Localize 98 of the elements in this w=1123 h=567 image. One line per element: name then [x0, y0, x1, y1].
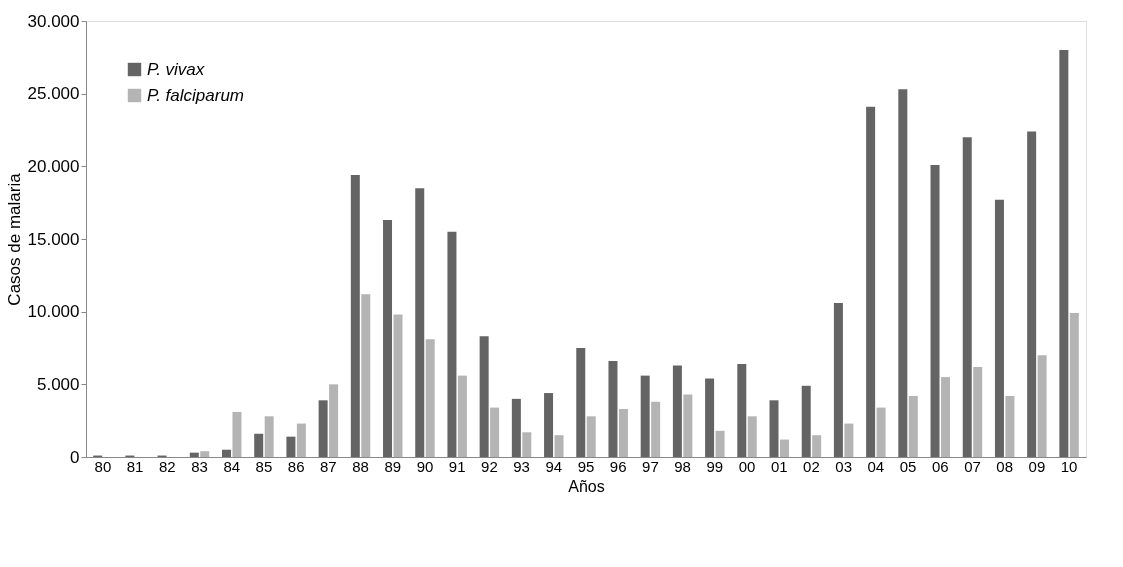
bar	[779, 439, 789, 457]
y-tick-label: 15.000	[27, 229, 80, 249]
x-tick-label: 96	[609, 457, 627, 475]
bar	[715, 430, 725, 457]
bar	[383, 220, 393, 457]
bar	[479, 336, 489, 457]
legend-label: P. falciparum	[147, 85, 245, 105]
bar	[522, 432, 532, 457]
bar	[962, 137, 972, 457]
y-tick-label: 25.000	[27, 84, 80, 104]
bar	[576, 348, 586, 457]
x-tick-label: 10	[1060, 457, 1078, 475]
bar	[232, 411, 242, 457]
bar	[930, 164, 940, 457]
bar	[425, 339, 435, 457]
bar	[1059, 50, 1069, 457]
bar	[264, 416, 274, 457]
bar	[866, 106, 876, 457]
x-tick-label: 88	[352, 457, 369, 475]
bar	[1037, 355, 1047, 457]
x-tick-label: 00	[738, 457, 756, 475]
x-tick-label: 84	[223, 457, 241, 475]
x-tick-label: 09	[1028, 457, 1046, 475]
x-tick-label: 08	[996, 457, 1014, 475]
x-tick-label: 02	[803, 457, 820, 475]
bar	[640, 375, 650, 457]
bar	[457, 375, 467, 457]
y-tick-label: 20.000	[27, 156, 80, 176]
bar	[286, 436, 296, 457]
y-tick-label: 0	[70, 447, 80, 467]
legend-label: P. vivax	[147, 59, 205, 79]
bar	[908, 395, 918, 457]
x-axis-title: Años	[568, 477, 605, 495]
bar	[618, 409, 628, 457]
x-tick-label: 06	[931, 457, 949, 475]
x-tick-label: 93	[513, 457, 530, 475]
x-tick-label: 95	[577, 457, 595, 475]
x-tick-label: 92	[481, 457, 498, 475]
bar	[651, 401, 661, 457]
x-tick-label: 99	[706, 457, 724, 475]
x-tick-label: 07	[964, 457, 981, 475]
bar	[608, 361, 618, 457]
bar	[994, 199, 1004, 457]
x-tick-label: 05	[899, 457, 917, 475]
bar	[544, 393, 554, 457]
bar	[898, 89, 908, 457]
bar	[747, 416, 757, 457]
bar	[844, 423, 854, 457]
bar	[296, 423, 306, 457]
x-tick-label: 98	[674, 457, 691, 475]
bar	[737, 363, 747, 457]
bar	[415, 188, 425, 457]
x-tick-label: 90	[416, 457, 434, 475]
bar	[254, 433, 264, 457]
x-tick-label: 86	[287, 457, 305, 475]
x-tick-label: 03	[835, 457, 852, 475]
bar	[554, 435, 564, 457]
bar	[511, 398, 521, 457]
x-tick-label: 82	[158, 457, 176, 475]
x-tick-label: 89	[384, 457, 402, 475]
bar	[1027, 131, 1037, 457]
x-tick-label: 87	[320, 457, 337, 475]
x-tick-label: 81	[126, 457, 144, 475]
bar	[222, 449, 231, 457]
bar	[1005, 395, 1015, 457]
y-tick-label: 5.000	[36, 374, 80, 394]
bar	[672, 365, 682, 457]
y-tick-label: 10.000	[27, 302, 80, 322]
bar	[941, 377, 950, 457]
x-tick-label: 83	[191, 457, 208, 475]
bar	[318, 400, 328, 457]
bar	[812, 435, 822, 457]
bar	[189, 452, 199, 457]
bar	[973, 366, 983, 457]
y-axis-title: Casos de malaria	[4, 172, 24, 306]
x-tick-label: 04	[867, 457, 885, 475]
x-tick-label: 80	[94, 457, 112, 475]
x-tick-label: 91	[448, 457, 466, 475]
x-tick-label: 01	[770, 457, 788, 475]
bar	[1069, 313, 1079, 457]
bar	[490, 407, 500, 457]
bar	[586, 416, 596, 457]
bar	[876, 407, 886, 457]
bar	[705, 378, 715, 457]
y-tick-label: 30.000	[27, 11, 80, 31]
bar	[200, 451, 210, 457]
bar	[361, 294, 371, 457]
bar	[393, 314, 403, 457]
bar	[683, 394, 693, 457]
bar	[329, 384, 339, 457]
x-tick-label: 85	[255, 457, 273, 475]
x-tick-label: 97	[642, 457, 659, 475]
x-tick-label: 94	[545, 457, 563, 475]
bar	[833, 302, 843, 457]
bar	[801, 385, 811, 457]
bar	[769, 400, 779, 457]
bar	[447, 231, 457, 457]
bar	[350, 175, 360, 457]
